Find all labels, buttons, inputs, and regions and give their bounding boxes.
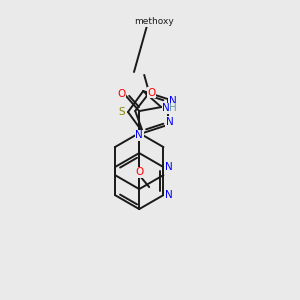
Text: O: O xyxy=(135,167,143,177)
Text: H: H xyxy=(169,103,177,113)
Text: N: N xyxy=(165,190,172,200)
Text: N: N xyxy=(166,117,174,127)
Text: methoxy: methoxy xyxy=(134,17,174,26)
Text: S: S xyxy=(119,107,125,117)
Text: N: N xyxy=(165,162,172,172)
Text: O: O xyxy=(147,88,155,98)
Text: N: N xyxy=(162,103,170,113)
Text: N: N xyxy=(169,96,177,106)
Text: N: N xyxy=(135,130,143,140)
Text: O: O xyxy=(117,89,125,99)
